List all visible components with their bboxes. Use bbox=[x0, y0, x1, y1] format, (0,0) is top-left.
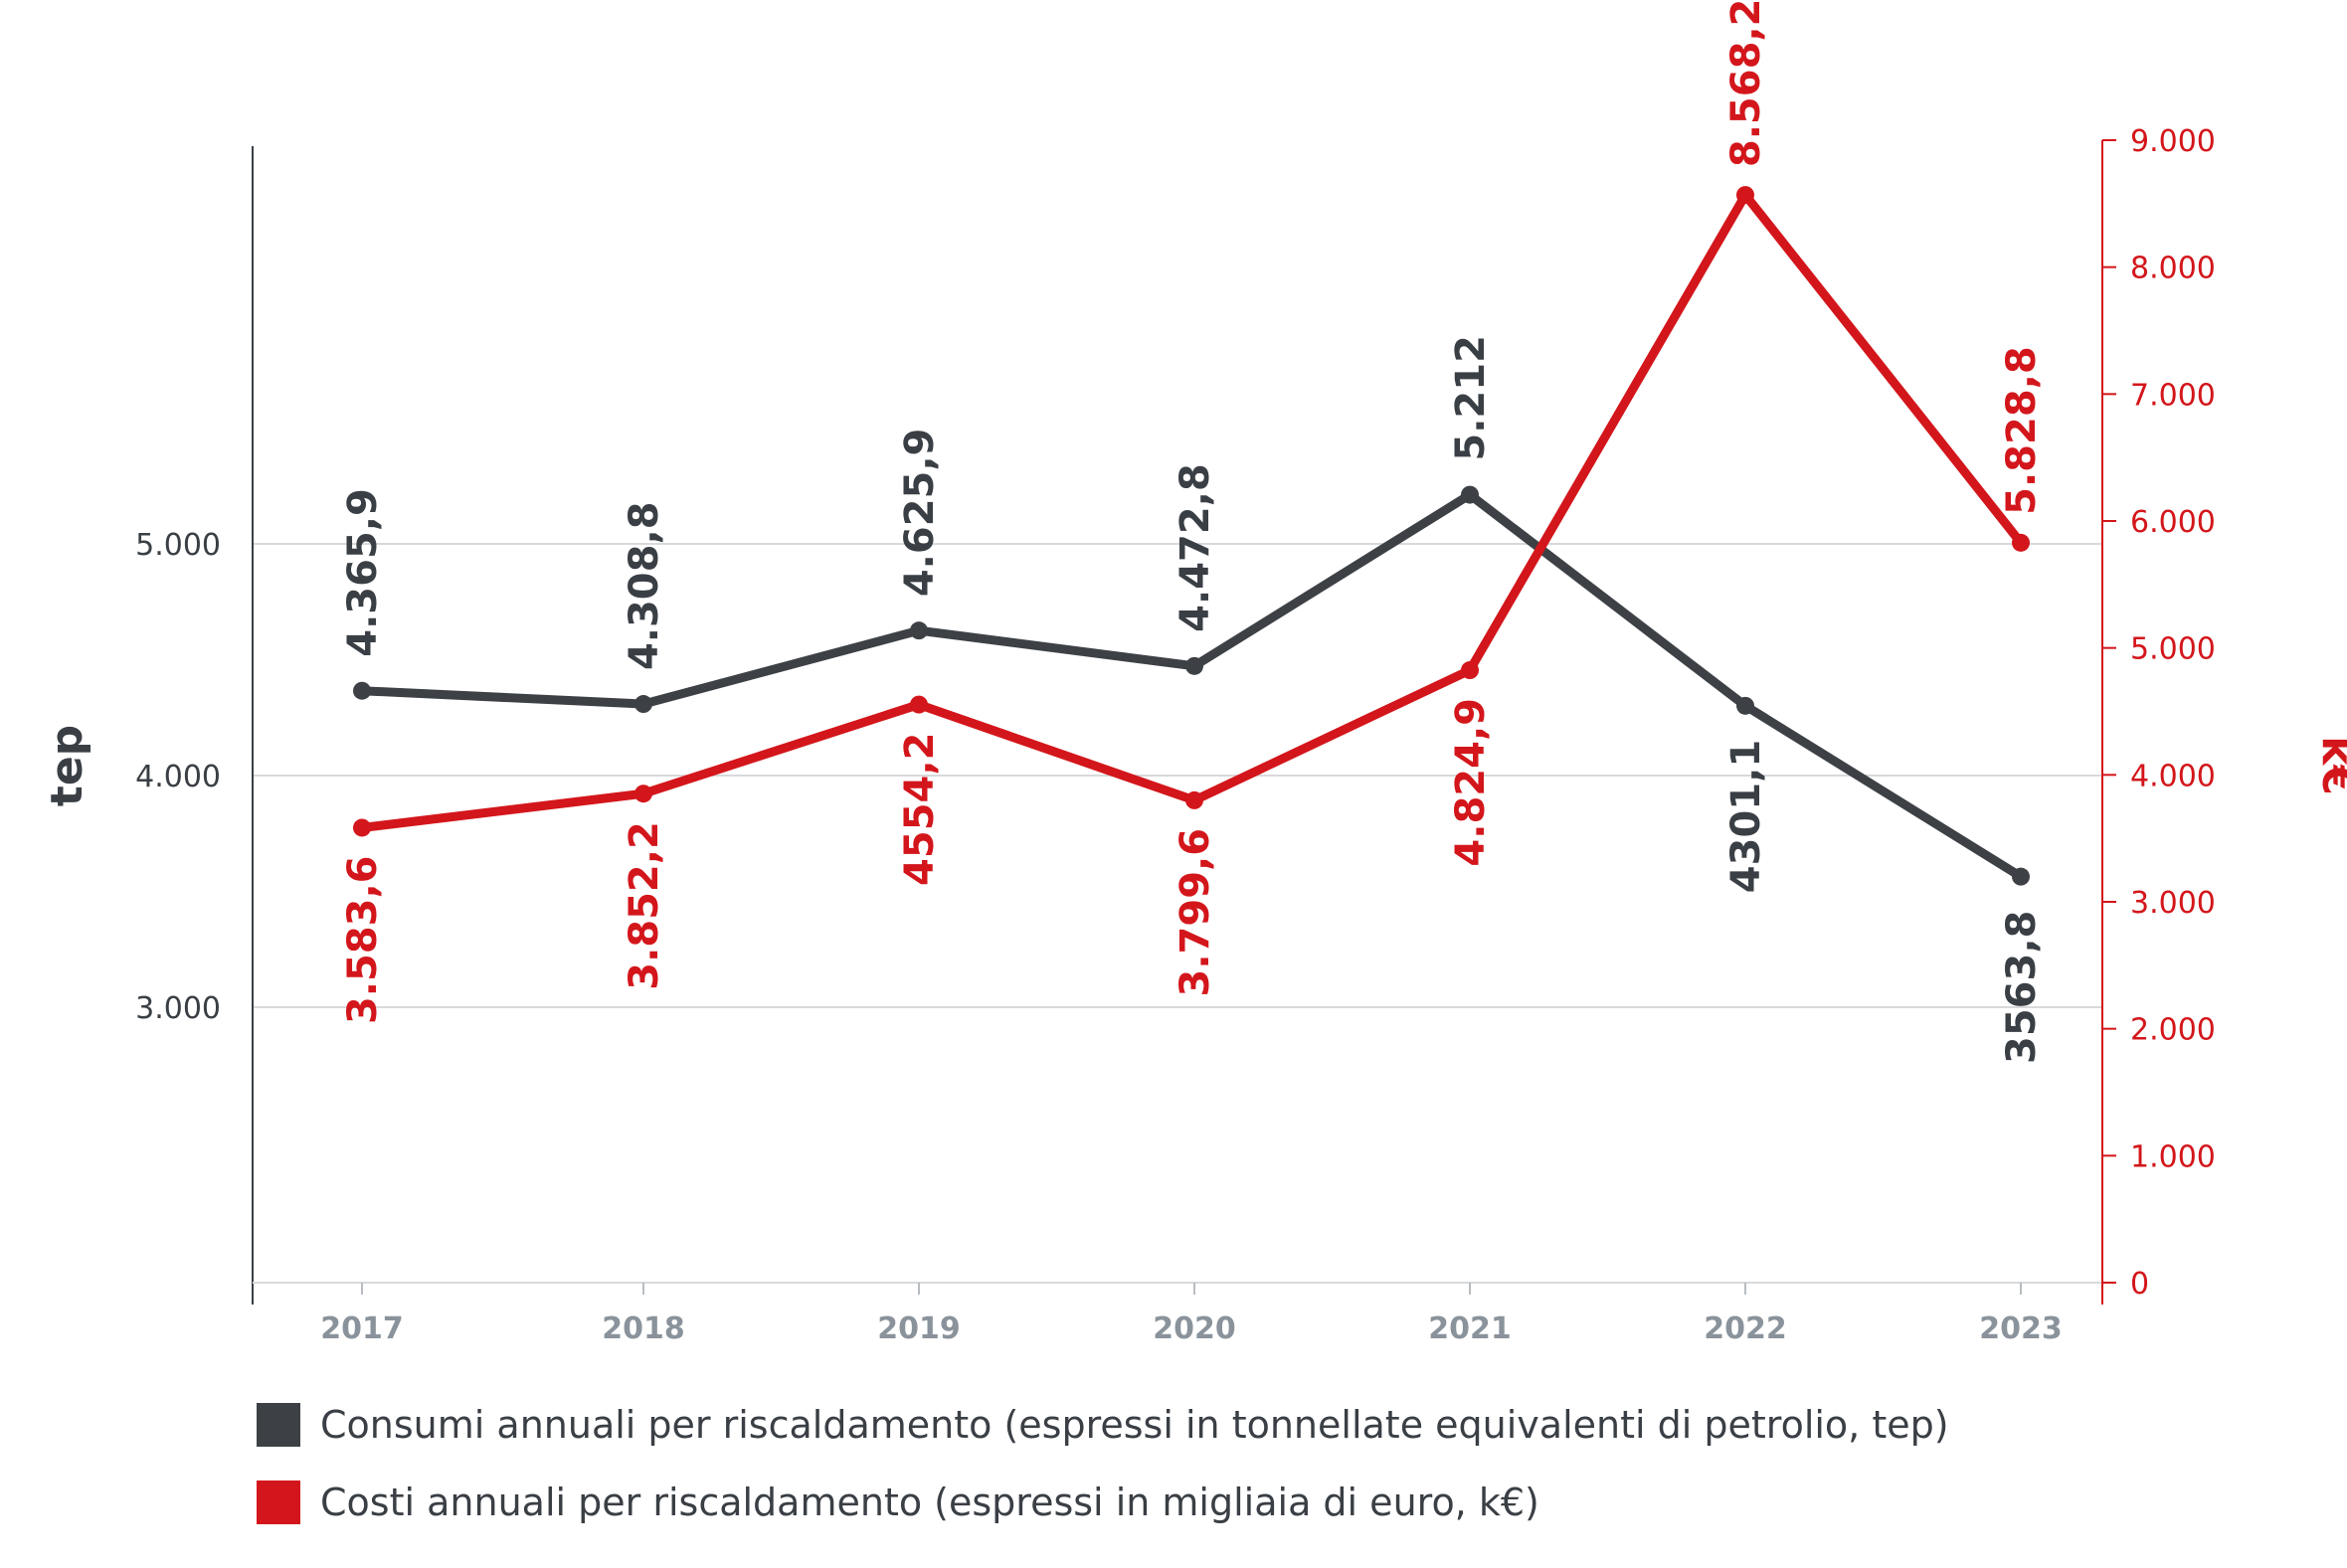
series-layer bbox=[353, 186, 2030, 886]
x-tick-label-2022: 2022 bbox=[1704, 1311, 1787, 1346]
left-tick-label-0: 3.000 bbox=[135, 991, 221, 1026]
x-tick-label-2021: 2021 bbox=[1428, 1311, 1512, 1346]
tick-labels: 3.000 4.000 5.000 0 1.000 2.000 3.000 4.000 5.00… bbox=[135, 124, 2216, 1346]
axes bbox=[252, 139, 2116, 1305]
point-costi-2022 bbox=[1736, 186, 1754, 205]
data-label-consumi-2018: 4.308,8 bbox=[622, 501, 667, 670]
legend-item-consumi: Consumi annuali per riscaldamento (espre… bbox=[257, 1403, 1949, 1447]
legend-swatch-dark bbox=[257, 1403, 300, 1447]
legend-label-costi: Costi annuali per riscaldamento (espress… bbox=[320, 1481, 1539, 1524]
point-costi-2020 bbox=[1185, 790, 1203, 809]
point-consumi-2019 bbox=[910, 621, 928, 640]
right-tick-label-7: 7.000 bbox=[2130, 378, 2216, 413]
data-label-consumi-2021: 5.212 bbox=[1448, 335, 1494, 461]
right-tick-label-8: 8.000 bbox=[2130, 252, 2216, 286]
point-costi-2021 bbox=[1461, 661, 1479, 680]
x-tick-label-2020: 2020 bbox=[1153, 1311, 1236, 1346]
left-axis-title: tep bbox=[42, 725, 92, 806]
data-label-costi-2022: 8.568,2 bbox=[1723, 0, 1769, 167]
right-tick-label-5: 5.000 bbox=[2130, 632, 2216, 667]
data-label-costi-2023: 5.828,8 bbox=[1999, 346, 2045, 515]
right-tick-label-1: 1.000 bbox=[2130, 1139, 2216, 1174]
data-label-consumi-2022: 4301,1 bbox=[1723, 740, 1769, 893]
right-tick-label-9: 9.000 bbox=[2130, 124, 2216, 159]
left-tick-label-2: 5.000 bbox=[135, 528, 221, 563]
data-label-consumi-2023: 3563,8 bbox=[1999, 911, 2045, 1064]
data-label-costi-2021: 4.824,9 bbox=[1448, 698, 1494, 867]
point-consumi-2023 bbox=[2012, 867, 2030, 886]
point-consumi-2018 bbox=[634, 695, 652, 714]
point-consumi-2021 bbox=[1461, 485, 1479, 504]
x-tick-label-2017: 2017 bbox=[320, 1311, 404, 1346]
right-tick-label-4: 4.000 bbox=[2130, 759, 2216, 793]
point-costi-2019 bbox=[910, 695, 928, 714]
legend-swatch-red bbox=[257, 1481, 300, 1524]
point-consumi-2020 bbox=[1185, 656, 1203, 675]
data-label-consumi-2017: 4.365,9 bbox=[340, 488, 386, 657]
right-tick-label-2: 2.000 bbox=[2130, 1013, 2216, 1048]
data-labels: 4.365,9 4.308,8 4.625,9 4.472,8 5.212 4301,1 3… bbox=[340, 0, 2045, 1064]
x-tick-label-2023: 2023 bbox=[1979, 1311, 2063, 1346]
data-label-consumi-2019: 4.625,9 bbox=[897, 429, 943, 598]
left-tick-label-1: 4.000 bbox=[135, 760, 221, 794]
x-tick-label-2018: 2018 bbox=[602, 1311, 685, 1346]
data-label-costi-2018: 3.852,2 bbox=[622, 821, 667, 990]
right-tick-label-0: 0 bbox=[2130, 1267, 2149, 1302]
point-costi-2023 bbox=[2012, 533, 2030, 552]
right-axis-title: k€ bbox=[2312, 736, 2347, 795]
data-label-costi-2017: 3.583,6 bbox=[340, 855, 386, 1024]
point-costi-2018 bbox=[634, 784, 652, 803]
legend-label-consumi: Consumi annuali per riscaldamento (espre… bbox=[320, 1403, 1949, 1447]
gridlines bbox=[253, 543, 2102, 1008]
point-consumi-2017 bbox=[353, 681, 371, 700]
data-label-costi-2020: 3.799,6 bbox=[1173, 828, 1218, 997]
point-costi-2017 bbox=[353, 818, 371, 837]
legend-item-costi: Costi annuali per riscaldamento (espress… bbox=[257, 1481, 1539, 1524]
data-label-consumi-2020: 4.472,8 bbox=[1173, 463, 1218, 632]
right-tick-label-3: 3.000 bbox=[2130, 886, 2216, 921]
right-tick-label-6: 6.000 bbox=[2130, 505, 2216, 540]
data-label-costi-2019: 4554,2 bbox=[897, 733, 943, 886]
x-tick-label-2019: 2019 bbox=[877, 1311, 961, 1346]
point-consumi-2022 bbox=[1736, 696, 1754, 715]
